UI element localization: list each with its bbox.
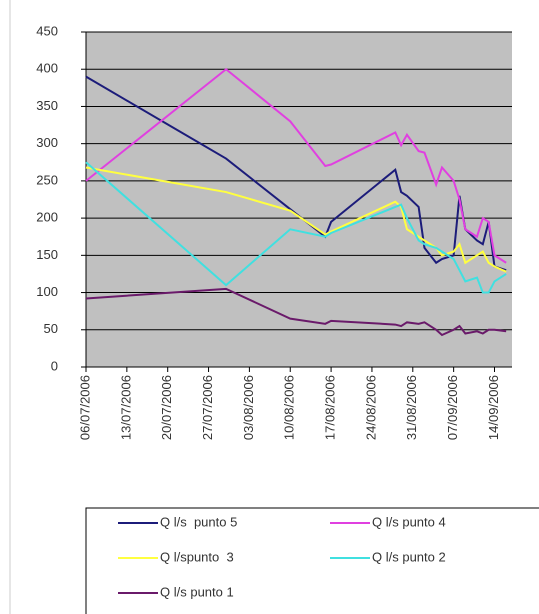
y-tick-label: 250: [36, 172, 58, 187]
y-tick-label: 450: [36, 23, 58, 38]
x-tick-label: 31/08/2006: [404, 375, 419, 440]
y-tick-label: 150: [36, 247, 58, 262]
x-tick-label: 10/08/2006: [282, 375, 297, 440]
data-line: [85, 67, 507, 264]
legend-box: [85, 507, 539, 614]
plot-area: [86, 32, 512, 367]
legend-label: Q l/s punto 1: [160, 584, 234, 599]
x-tick-label: 20/07/2006: [159, 375, 174, 440]
y-tick-label: 350: [36, 98, 58, 113]
x-tick-label: 24/08/2006: [363, 375, 378, 440]
y-tick-label: 0: [51, 358, 58, 373]
y-tick-label: 100: [36, 284, 58, 299]
legend-label: Q l/s punto 4: [372, 514, 446, 529]
y-tick-label: 50: [44, 321, 58, 336]
x-tick-label: 13/07/2006: [118, 375, 133, 440]
y-tick-label: 300: [36, 135, 58, 150]
legend-label: Q l/s punto 5: [160, 514, 237, 529]
x-tick-label: 03/08/2006: [241, 375, 256, 440]
x-tick-label: 07/09/2006: [445, 375, 460, 440]
legend-label: Q l/s punto 2: [372, 549, 446, 564]
data-line: [85, 161, 507, 294]
data-line: [85, 287, 507, 337]
x-tick-label: 17/08/2006: [323, 375, 338, 440]
data-line: [85, 166, 507, 273]
x-tick-label: 14/09/2006: [486, 375, 501, 440]
x-tick-label: 06/07/2006: [77, 375, 92, 440]
x-tick-label: 27/07/2006: [200, 375, 215, 440]
y-tick-label: 200: [36, 210, 58, 225]
legend-label: Q l/spunto 3: [160, 549, 234, 564]
y-tick-label: 400: [36, 61, 58, 76]
